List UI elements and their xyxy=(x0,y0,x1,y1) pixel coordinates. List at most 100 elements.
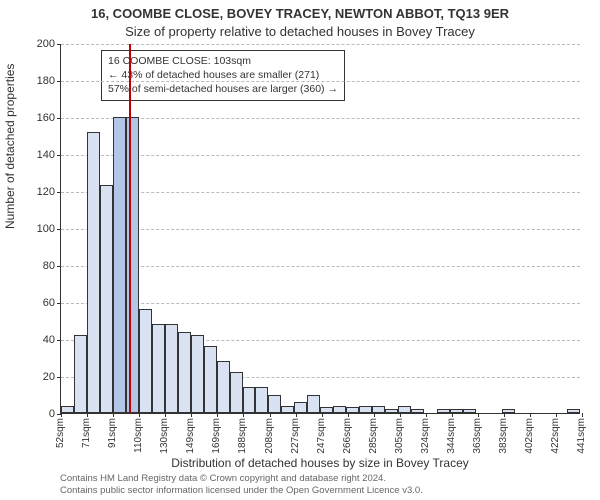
histogram-bar xyxy=(178,332,191,413)
ytick-mark xyxy=(57,44,61,45)
histogram-bar xyxy=(437,409,450,413)
chart-title-line2: Size of property relative to detached ho… xyxy=(0,24,600,39)
xtick-label: 52sqm xyxy=(55,418,66,448)
xtick-mark xyxy=(374,413,375,417)
footer-attribution: Contains HM Land Registry data © Crown c… xyxy=(60,473,423,497)
xtick-label: 149sqm xyxy=(185,418,196,454)
xtick-mark xyxy=(452,413,453,417)
ytick-mark xyxy=(57,192,61,193)
xtick-mark xyxy=(296,413,297,417)
histogram-bar xyxy=(165,324,178,413)
xtick-mark xyxy=(217,413,218,417)
reference-line xyxy=(129,44,131,413)
y-axis-label: Number of detached properties xyxy=(3,64,17,229)
xtick-mark xyxy=(426,413,427,417)
xtick-mark xyxy=(478,413,479,417)
histogram-bar xyxy=(74,335,87,413)
histogram-bar xyxy=(307,395,320,414)
gridline xyxy=(61,44,580,45)
histogram-bar xyxy=(268,395,281,414)
histogram-bar xyxy=(372,406,385,413)
xtick-label: 110sqm xyxy=(133,418,144,453)
histogram-bar xyxy=(398,406,411,413)
histogram-bar xyxy=(126,117,139,413)
xtick-label: 188sqm xyxy=(237,418,248,454)
xtick-mark xyxy=(191,413,192,417)
histogram-bar xyxy=(385,409,398,413)
gridline xyxy=(61,266,580,267)
chart-plot-area: 16 COOMBE CLOSE: 103sqm ← 43% of detache… xyxy=(60,44,580,414)
gridline xyxy=(61,192,580,193)
xtick-mark xyxy=(165,413,166,417)
xtick-mark xyxy=(87,413,88,417)
histogram-bar xyxy=(152,324,165,413)
xtick-label: 130sqm xyxy=(159,418,170,454)
ytick-mark xyxy=(57,118,61,119)
ytick-mark xyxy=(57,266,61,267)
ytick-label: 100 xyxy=(37,223,55,235)
xtick-mark xyxy=(113,413,114,417)
ytick-mark xyxy=(57,155,61,156)
ytick-label: 20 xyxy=(43,371,55,383)
histogram-bar xyxy=(139,309,152,413)
histogram-bar xyxy=(87,132,100,413)
histogram-bar xyxy=(100,185,113,413)
ytick-mark xyxy=(57,303,61,304)
xtick-mark xyxy=(243,413,244,417)
chart-title-line1: 16, COOMBE CLOSE, BOVEY TRACEY, NEWTON A… xyxy=(0,6,600,21)
histogram-bar xyxy=(359,406,372,413)
ytick-label: 180 xyxy=(37,75,55,87)
footer-line1: Contains HM Land Registry data © Crown c… xyxy=(60,473,423,485)
ytick-label: 140 xyxy=(37,149,55,161)
xtick-mark xyxy=(582,413,583,417)
xtick-label: 247sqm xyxy=(316,418,327,454)
xtick-label: 422sqm xyxy=(550,418,561,454)
xtick-label: 324sqm xyxy=(420,418,431,454)
xtick-label: 266sqm xyxy=(342,418,353,454)
gridline xyxy=(61,303,580,304)
xtick-label: 383sqm xyxy=(498,418,509,454)
annotation-line3: 57% of semi-detached houses are larger (… xyxy=(108,82,338,96)
gridline xyxy=(61,81,580,82)
gridline xyxy=(61,229,580,230)
xtick-label: 208sqm xyxy=(264,418,275,454)
histogram-bar xyxy=(333,406,346,413)
xtick-mark xyxy=(270,413,271,417)
ytick-label: 80 xyxy=(43,260,55,272)
histogram-bar xyxy=(281,406,294,413)
xtick-label: 305sqm xyxy=(394,418,405,454)
ytick-mark xyxy=(57,229,61,230)
histogram-bar xyxy=(463,409,476,413)
annotation-line1: 16 COOMBE CLOSE: 103sqm xyxy=(108,54,338,68)
histogram-bar xyxy=(243,387,256,413)
xtick-label: 402sqm xyxy=(524,418,535,454)
xtick-label: 363sqm xyxy=(472,418,483,454)
xtick-label: 71sqm xyxy=(81,418,92,448)
ytick-label: 120 xyxy=(37,186,55,198)
xtick-mark xyxy=(504,413,505,417)
ytick-label: 160 xyxy=(37,112,55,124)
xtick-mark xyxy=(348,413,349,417)
xtick-label: 227sqm xyxy=(290,418,301,454)
xtick-label: 285sqm xyxy=(368,418,379,454)
histogram-bar xyxy=(230,372,243,413)
xtick-mark xyxy=(400,413,401,417)
ytick-label: 40 xyxy=(43,334,55,346)
ytick-label: 60 xyxy=(43,297,55,309)
xtick-label: 169sqm xyxy=(211,418,222,454)
histogram-bar xyxy=(61,406,74,413)
histogram-bar xyxy=(255,387,268,413)
histogram-bar xyxy=(411,409,424,413)
ytick-mark xyxy=(57,340,61,341)
x-axis-label: Distribution of detached houses by size … xyxy=(60,456,580,470)
xtick-mark xyxy=(322,413,323,417)
xtick-mark xyxy=(556,413,557,417)
xtick-label: 91sqm xyxy=(107,418,118,448)
histogram-bar xyxy=(294,402,307,413)
xtick-label: 344sqm xyxy=(446,418,457,454)
xtick-label: 441sqm xyxy=(576,418,587,454)
histogram-bar xyxy=(567,409,580,413)
footer-line2: Contains public sector information licen… xyxy=(60,485,423,497)
gridline xyxy=(61,155,580,156)
histogram-bar xyxy=(217,361,230,413)
